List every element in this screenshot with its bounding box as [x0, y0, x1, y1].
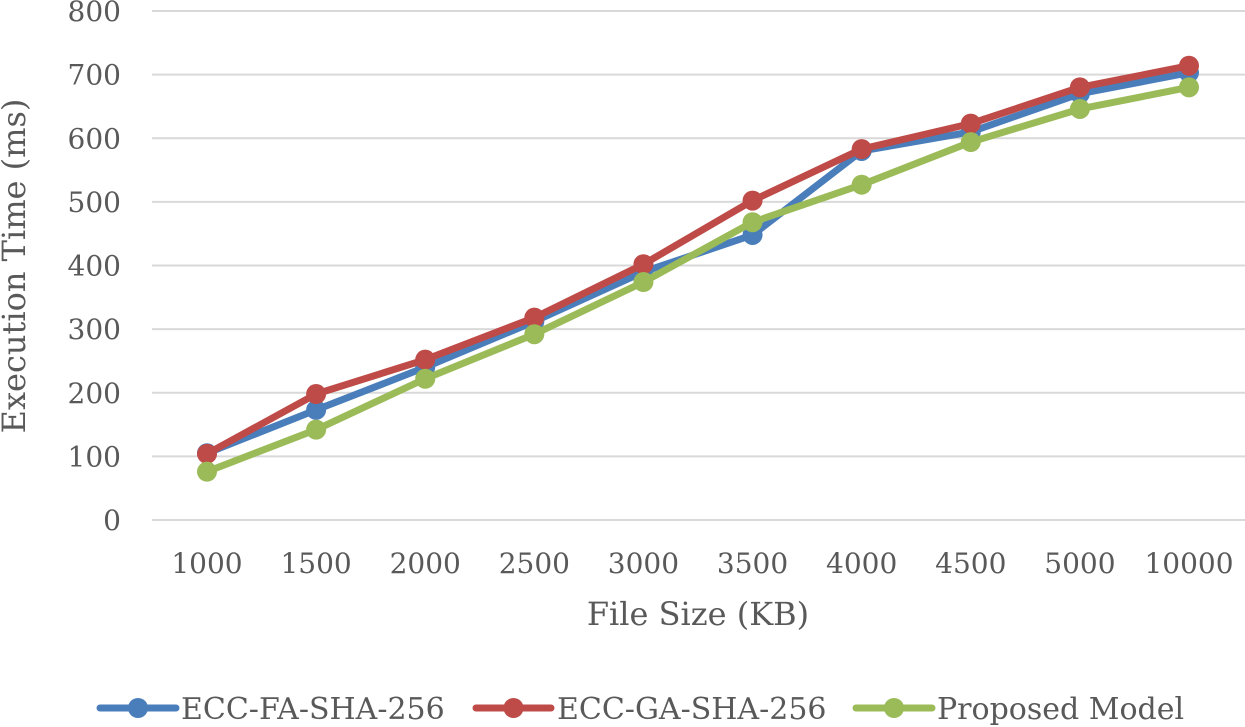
series-ECC-FA-SHA-256 [197, 62, 1199, 464]
data-point [960, 132, 981, 153]
y-tick-label: 700 [68, 59, 121, 92]
legend-label: Proposed Model [937, 692, 1184, 727]
data-point [197, 443, 217, 464]
data-point [742, 190, 763, 211]
data-point [851, 174, 872, 195]
legend-swatch-marker [884, 698, 904, 718]
series-Proposed Model [197, 77, 1199, 482]
legend: ECC-FA-SHA-256 ECC-GA-SHA-256 Proposed Mod… [96, 692, 1184, 727]
legend-swatch-marker [503, 698, 524, 718]
data-point [306, 419, 327, 440]
y-tick-label: 400 [68, 250, 121, 283]
legend-item: ECC-GA-SHA-256 [472, 692, 827, 727]
series-ECC-GA-SHA-256 [197, 55, 1199, 464]
y-tick-label: 600 [68, 122, 121, 155]
y-tick-label: 100 [68, 440, 121, 473]
y-tick-label: 200 [68, 377, 121, 410]
data-point [960, 113, 981, 134]
y-tick-label: 800 [68, 0, 121, 28]
legend-swatch-marker [128, 698, 148, 718]
x-tick-label: 2000 [390, 547, 461, 580]
data-point [415, 368, 436, 389]
x-tick-label: 3000 [608, 547, 679, 580]
data-point [306, 399, 327, 420]
data-point [524, 324, 545, 345]
y-axis-title: Execution Time (ms) [0, 99, 33, 434]
series-line [203, 62, 1193, 458]
x-tick-label: 5000 [1044, 547, 1115, 580]
legend-item: Proposed Model [852, 692, 1184, 727]
x-tick-label: 2500 [499, 547, 570, 580]
x-tick-label: 1000 [171, 547, 242, 580]
data-point [524, 307, 545, 328]
data-point [851, 139, 872, 160]
x-axis-title: File Size (KB) [587, 595, 809, 633]
x-tick-label: 4500 [935, 547, 1006, 580]
x-tick-label: 3500 [717, 547, 788, 580]
data-point [306, 384, 327, 405]
data-point [1179, 77, 1199, 98]
data-point [1069, 98, 1090, 119]
legend-item: ECC-FA-SHA-256 [96, 692, 445, 727]
data-point [633, 254, 654, 275]
y-tick-label: 300 [68, 313, 121, 346]
y-tick-label: 0 [103, 504, 121, 537]
data-point [197, 461, 217, 482]
data-point [1069, 77, 1090, 98]
series-line [203, 83, 1193, 476]
data-point [742, 212, 763, 233]
series-group [197, 55, 1199, 482]
x-tick-label: 1500 [280, 547, 351, 580]
legend-label: ECC-GA-SHA-256 [557, 692, 827, 727]
y-tick-label: 500 [68, 186, 121, 219]
y-axis-ticks: 0 100 200 300 400 500 600 700 800 [68, 0, 121, 537]
x-tick-label: 10000 [1144, 547, 1233, 580]
gridlines [152, 10, 1245, 521]
x-tick-label: 4000 [826, 547, 897, 580]
data-point [415, 349, 436, 370]
legend-label: ECC-FA-SHA-256 [181, 692, 445, 727]
series-line [203, 69, 1193, 457]
data-point [1179, 55, 1199, 76]
x-axis-ticks: 1000 1500 2000 2500 3000 3500 4000 4500 5000 1000… [171, 547, 1233, 580]
data-point [633, 272, 654, 293]
